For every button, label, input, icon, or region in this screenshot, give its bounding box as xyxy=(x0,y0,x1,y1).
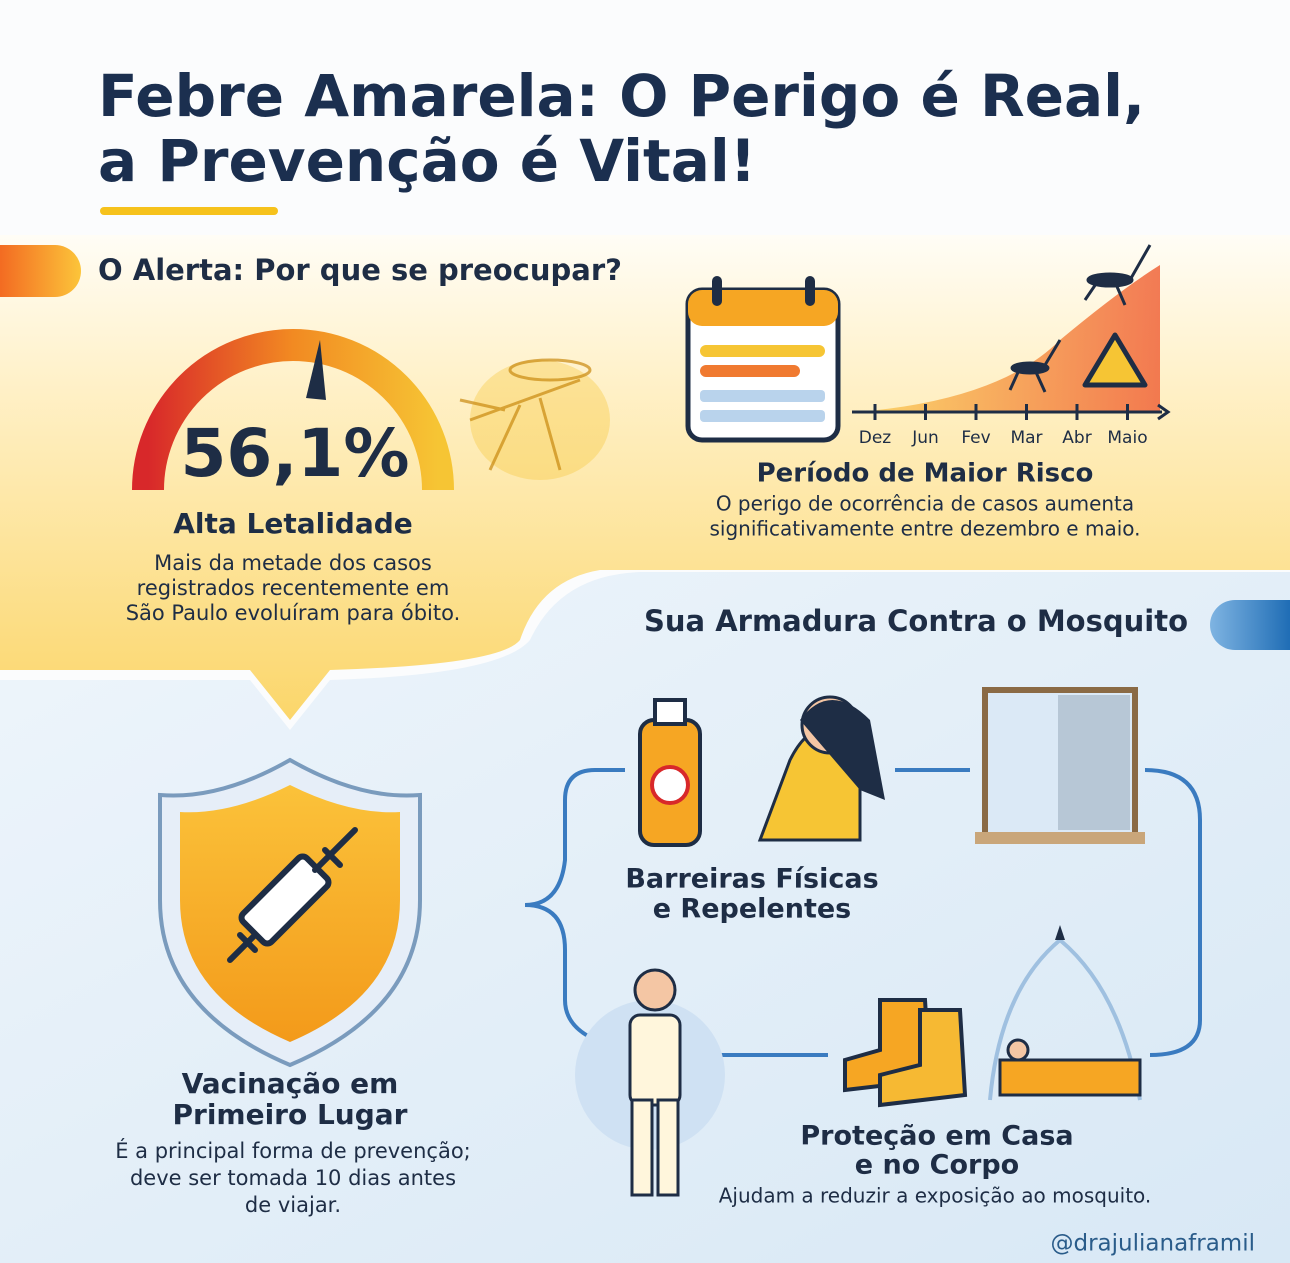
barriers-title: e Repelentes xyxy=(653,894,852,925)
protection-title: e no Corpo xyxy=(855,1150,1019,1181)
bed-illustration xyxy=(988,925,1142,1101)
syringe-icon xyxy=(227,827,358,963)
vaccination-title: Primeiro Lugar xyxy=(172,1098,407,1131)
risk-description: significativamente entre dezembro e maio… xyxy=(709,517,1140,541)
mosquito-icon xyxy=(459,358,592,471)
month-label: Abr xyxy=(1062,428,1091,448)
title-underline xyxy=(100,207,278,215)
vaccination-description: deve ser tomada 10 dias antes xyxy=(130,1166,456,1190)
armor-pill xyxy=(1210,600,1290,650)
title: a Prevenção é Vital! xyxy=(98,127,756,195)
section-heading: Sua Armadura Contra o Mosquito xyxy=(644,604,1188,638)
mosquito-icons xyxy=(1008,244,1152,393)
vaccination-title: Vacinação em xyxy=(182,1067,399,1100)
mosquito-glow xyxy=(470,360,610,480)
gauge-arc xyxy=(132,329,454,491)
calendar-icon xyxy=(685,276,841,443)
barriers-title: Barreiras Físicas xyxy=(625,864,878,895)
texts: Febre Amarela: O Perigo é Real,a Prevenç… xyxy=(98,62,1255,1256)
month-label: Dez xyxy=(859,428,892,448)
person-illustration xyxy=(628,968,682,1197)
month-label: Jun xyxy=(911,428,939,448)
lethality-title: Alta Letalidade xyxy=(173,507,413,540)
alert-pill xyxy=(0,245,81,297)
protection-description: Ajudam a reduzir a exposição ao mosquito… xyxy=(719,1184,1152,1208)
month-label: Maio xyxy=(1107,428,1147,448)
lethality-description: São Paulo evoluíram para óbito. xyxy=(126,601,461,625)
lethality-description: registrados recentemente em xyxy=(137,576,450,600)
risk-title: Período de Maior Risco xyxy=(757,459,1094,489)
month-label: Fev xyxy=(961,428,990,448)
warning-icon xyxy=(1082,332,1148,388)
window-illustration xyxy=(975,687,1145,844)
gauge-needle xyxy=(306,340,326,400)
connector-lines xyxy=(524,768,1202,1057)
author-handle: @drajulianaframil xyxy=(1051,1231,1256,1257)
axis-arrow xyxy=(1157,403,1171,421)
lethality-value: 56,1% xyxy=(181,415,410,492)
month-label: Mar xyxy=(1010,428,1042,448)
lethality-description: Mais da metade dos casos xyxy=(154,551,432,575)
protection-title: Proteção em Casa xyxy=(800,1121,1073,1152)
risk-description: O perigo de ocorrência de casos aumenta xyxy=(716,492,1134,516)
section-heading: O Alerta: Por que se preocupar? xyxy=(98,253,622,287)
repellent-illustration xyxy=(638,695,885,847)
vaccination-description: É a principal forma de prevenção; xyxy=(115,1138,471,1163)
boots-illustration xyxy=(843,998,968,1108)
vaccination-description: de viajar. xyxy=(245,1193,341,1217)
armor-background xyxy=(0,572,1290,1263)
risk-area xyxy=(858,265,1160,412)
title: Febre Amarela: O Perigo é Real, xyxy=(98,62,1145,130)
